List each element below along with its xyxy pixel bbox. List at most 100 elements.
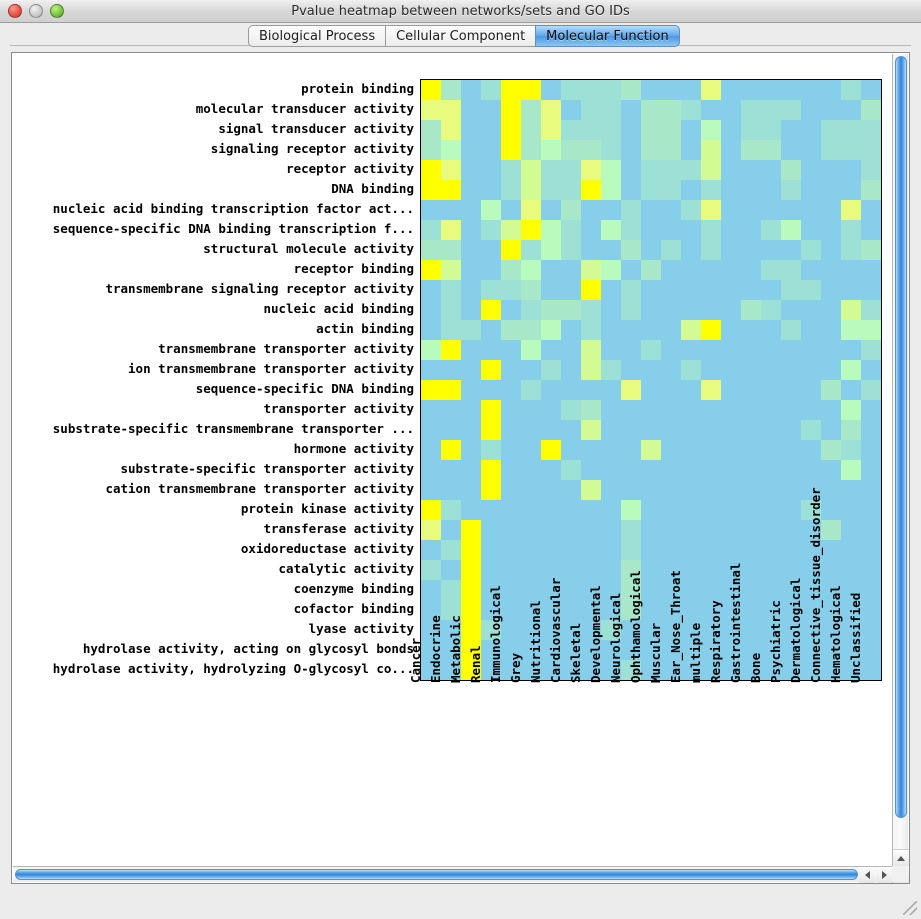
heatmap-cell[interactable] (541, 460, 561, 480)
heatmap-cell[interactable] (521, 280, 541, 300)
heatmap-cell[interactable] (701, 440, 721, 460)
heatmap-cell[interactable] (441, 180, 461, 200)
heatmap-cell[interactable] (721, 300, 741, 320)
heatmap-cell[interactable] (461, 320, 481, 340)
heatmap-cell[interactable] (601, 200, 621, 220)
heatmap-cell[interactable] (421, 500, 441, 520)
heatmap-cell[interactable] (481, 420, 501, 440)
heatmap-cell[interactable] (421, 340, 441, 360)
heatmap-cell[interactable] (461, 160, 481, 180)
heatmap-cell[interactable] (561, 380, 581, 400)
heatmap-cell[interactable] (821, 420, 841, 440)
heatmap-cell[interactable] (581, 500, 601, 520)
heatmap-cell[interactable] (821, 160, 841, 180)
heatmap-cell[interactable] (581, 380, 601, 400)
heatmap-cell[interactable] (461, 360, 481, 380)
heatmap-cell[interactable] (801, 260, 821, 280)
heatmap-cell[interactable] (621, 460, 641, 480)
heatmap-cell[interactable] (761, 600, 781, 620)
heatmap-cell[interactable] (621, 80, 641, 100)
heatmap-cell[interactable] (501, 80, 521, 100)
heatmap-cell[interactable] (721, 640, 741, 660)
heatmap-cell[interactable] (661, 440, 681, 460)
heatmap-cell[interactable] (841, 160, 861, 180)
heatmap-cell[interactable] (581, 240, 601, 260)
heatmap-cell[interactable] (421, 640, 441, 660)
heatmap-cell[interactable] (761, 140, 781, 160)
heatmap-cell[interactable] (621, 320, 641, 340)
heatmap-cell[interactable] (841, 240, 861, 260)
heatmap-cell[interactable] (541, 300, 561, 320)
heatmap-cell[interactable] (441, 160, 461, 180)
heatmap-cell[interactable] (821, 280, 841, 300)
heatmap-cell[interactable] (741, 480, 761, 500)
horizontal-scrollbar[interactable] (13, 866, 893, 883)
heatmap-cell[interactable] (681, 340, 701, 360)
heatmap-cell[interactable] (581, 80, 601, 100)
heatmap-cell[interactable] (461, 460, 481, 480)
heatmap-cell[interactable] (841, 360, 861, 380)
heatmap-cell[interactable] (461, 300, 481, 320)
heatmap-cell[interactable] (601, 400, 621, 420)
heatmap-cell[interactable] (461, 240, 481, 260)
heatmap-cell[interactable] (681, 480, 701, 500)
heatmap-cell[interactable] (481, 260, 501, 280)
heatmap-cell[interactable] (761, 240, 781, 260)
heatmap-cell[interactable] (641, 280, 661, 300)
heatmap-cell[interactable] (681, 560, 701, 580)
heatmap-cell[interactable] (641, 660, 661, 680)
heatmap-cell[interactable] (681, 500, 701, 520)
scroll-left-button[interactable] (859, 867, 875, 883)
heatmap-cell[interactable] (441, 600, 461, 620)
heatmap-cell[interactable] (621, 200, 641, 220)
heatmap-cell[interactable] (741, 220, 761, 240)
heatmap-cell[interactable] (501, 360, 521, 380)
heatmap-cell[interactable] (641, 200, 661, 220)
heatmap-cell[interactable] (641, 640, 661, 660)
heatmap-cell[interactable] (661, 240, 681, 260)
heatmap-cell[interactable] (741, 500, 761, 520)
heatmap-cell[interactable] (421, 300, 441, 320)
heatmap-cell[interactable] (701, 240, 721, 260)
heatmap-cell[interactable] (661, 120, 681, 140)
heatmap-cell[interactable] (521, 240, 541, 260)
heatmap-cell[interactable] (661, 160, 681, 180)
heatmap-cell[interactable] (841, 220, 861, 240)
heatmap-cell[interactable] (561, 580, 581, 600)
heatmap-cell[interactable] (481, 660, 501, 680)
resize-grip[interactable] (903, 901, 917, 915)
heatmap-cell[interactable] (561, 260, 581, 280)
heatmap-cell[interactable] (861, 120, 881, 140)
heatmap-cell[interactable] (761, 660, 781, 680)
heatmap-cell[interactable] (441, 520, 461, 540)
heatmap-cell[interactable] (661, 480, 681, 500)
heatmap-cell[interactable] (741, 520, 761, 540)
heatmap-cell[interactable] (721, 160, 741, 180)
heatmap-cell[interactable] (441, 480, 461, 500)
heatmap-cell[interactable] (861, 260, 881, 280)
heatmap-cell[interactable] (681, 100, 701, 120)
heatmap-cell[interactable] (561, 220, 581, 240)
heatmap-cell[interactable] (861, 340, 881, 360)
heatmap-cell[interactable] (421, 660, 441, 680)
heatmap-cell[interactable] (641, 360, 661, 380)
heatmap-cell[interactable] (681, 460, 701, 480)
heatmap-cell[interactable] (861, 320, 881, 340)
heatmap-cell[interactable] (681, 580, 701, 600)
heatmap-cell[interactable] (541, 380, 561, 400)
heatmap-cell[interactable] (581, 480, 601, 500)
heatmap-cell[interactable] (721, 600, 741, 620)
heatmap-cell[interactable] (681, 620, 701, 640)
heatmap-cell[interactable] (681, 420, 701, 440)
heatmap-cell[interactable] (681, 200, 701, 220)
heatmap-cell[interactable] (761, 480, 781, 500)
heatmap-cell[interactable] (781, 420, 801, 440)
heatmap-cell[interactable] (621, 400, 641, 420)
heatmap-cell[interactable] (821, 340, 841, 360)
heatmap-cell[interactable] (741, 180, 761, 200)
heatmap-cell[interactable] (441, 660, 461, 680)
heatmap-cell[interactable] (501, 300, 521, 320)
heatmap-cell[interactable] (641, 320, 661, 340)
heatmap-cell[interactable] (501, 400, 521, 420)
heatmap-cell[interactable] (461, 140, 481, 160)
